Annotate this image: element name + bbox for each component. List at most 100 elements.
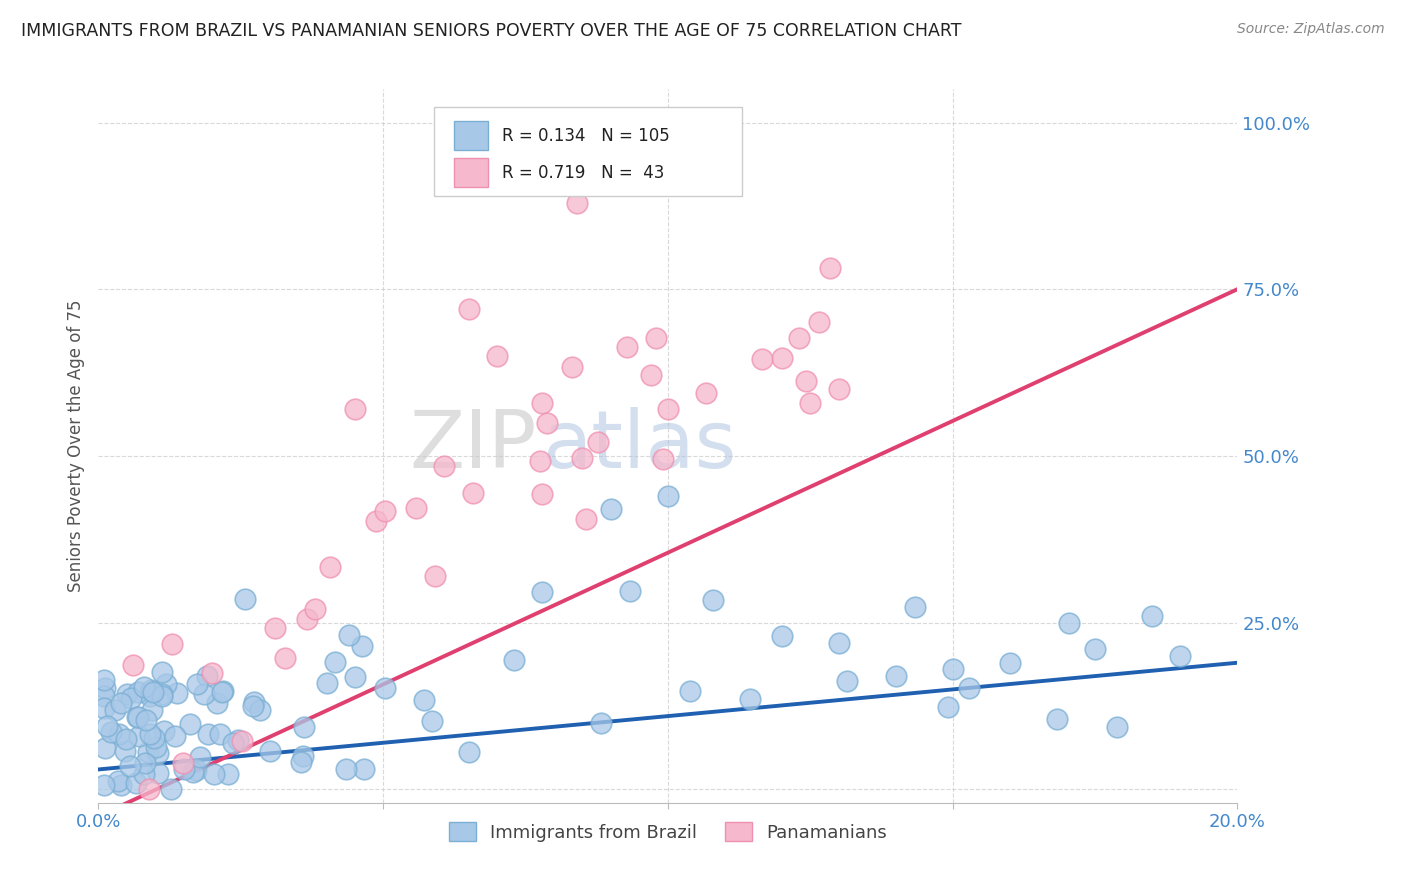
Point <box>364 514 387 528</box>
Point <box>600 502 623 516</box>
Point <box>134 756 156 770</box>
Point <box>142 685 165 699</box>
Point <box>201 665 224 680</box>
Point <box>799 395 821 409</box>
Point <box>93 701 115 715</box>
Point <box>127 710 149 724</box>
Point <box>794 374 817 388</box>
FancyBboxPatch shape <box>454 159 488 187</box>
Point <box>343 402 366 417</box>
Point <box>179 717 201 731</box>
Point <box>640 368 662 382</box>
Point <box>292 720 315 734</box>
Point <box>529 454 551 468</box>
Point <box>353 762 375 776</box>
Point <box>405 500 427 515</box>
Point <box>586 434 609 449</box>
Point <box>124 776 146 790</box>
Point <box>107 774 129 789</box>
Point <box>146 747 169 761</box>
Point <box>942 662 965 676</box>
Point <box>645 331 668 345</box>
Point <box>181 764 204 779</box>
Point <box>374 504 396 518</box>
Text: R = 0.134   N = 105: R = 0.134 N = 105 <box>502 127 669 145</box>
Text: atlas: atlas <box>543 407 737 485</box>
Point <box>197 727 219 741</box>
Point <box>122 658 145 673</box>
Point <box>139 683 162 698</box>
Point <box>1105 720 1128 734</box>
Point <box>134 680 156 694</box>
Point <box>884 669 907 683</box>
Point <box>503 653 526 667</box>
Point <box>139 727 162 741</box>
Point <box>94 681 117 696</box>
Text: R = 0.719   N =  43: R = 0.719 N = 43 <box>502 164 664 182</box>
Point <box>337 628 360 642</box>
Point <box>828 636 851 650</box>
Point <box>374 681 396 695</box>
Point <box>998 656 1021 670</box>
Point <box>319 559 342 574</box>
Point <box>770 351 793 365</box>
Point <box>751 351 773 366</box>
Point <box>146 766 169 780</box>
Point <box>145 739 167 754</box>
Point <box>100 725 122 739</box>
Point <box>138 782 160 797</box>
Point <box>828 382 851 396</box>
Point <box>120 691 142 706</box>
Point <box>242 699 264 714</box>
Point <box>211 685 233 699</box>
Point <box>150 687 173 701</box>
Point <box>616 340 638 354</box>
Point <box>657 489 679 503</box>
Point <box>290 755 312 769</box>
Point <box>104 703 127 717</box>
Point <box>561 360 583 375</box>
Point <box>172 756 194 771</box>
Point <box>165 730 187 744</box>
Point <box>117 687 139 701</box>
Point <box>565 195 588 210</box>
FancyBboxPatch shape <box>454 121 488 150</box>
Point <box>160 781 183 796</box>
Point <box>155 677 177 691</box>
Point <box>193 687 215 701</box>
FancyBboxPatch shape <box>434 107 742 196</box>
Point <box>619 583 641 598</box>
Point <box>413 693 436 707</box>
Point <box>128 729 150 743</box>
Point <box>316 676 339 690</box>
Point <box>208 727 231 741</box>
Point <box>110 696 132 710</box>
Point <box>243 695 266 709</box>
Point <box>93 673 115 688</box>
Point <box>292 749 315 764</box>
Point <box>575 511 598 525</box>
Point <box>740 692 762 706</box>
Point <box>231 734 253 748</box>
Point <box>536 416 558 430</box>
Legend: Immigrants from Brazil, Panamanians: Immigrants from Brazil, Panamanians <box>440 814 896 851</box>
Point <box>433 459 456 474</box>
Point <box>222 736 245 750</box>
Point <box>657 402 679 417</box>
Point <box>530 487 553 501</box>
Point <box>136 745 159 759</box>
Point <box>141 703 163 717</box>
Point <box>422 714 444 729</box>
Point <box>591 716 613 731</box>
Point <box>1140 609 1163 624</box>
Point <box>425 568 447 582</box>
Point <box>938 700 960 714</box>
Point <box>142 731 165 745</box>
Point <box>205 697 228 711</box>
Point <box>457 745 479 759</box>
Point <box>295 612 318 626</box>
Text: IMMIGRANTS FROM BRAZIL VS PANAMANIAN SENIORS POVERTY OVER THE AGE OF 75 CORRELAT: IMMIGRANTS FROM BRAZIL VS PANAMANIAN SEN… <box>21 22 962 40</box>
Point <box>787 330 810 344</box>
Point <box>188 749 211 764</box>
Point <box>202 766 225 780</box>
